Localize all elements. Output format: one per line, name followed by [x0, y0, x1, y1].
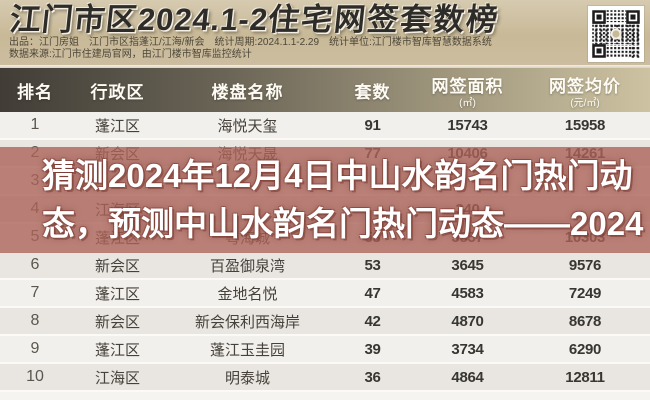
qr-code-icon	[588, 6, 644, 62]
column-header-units: 套数	[354, 82, 391, 102]
property-name-value: 百盈御泉湾	[209, 257, 285, 275]
column-header-area: 网签面积 (㎡)	[431, 76, 504, 109]
column-header-price: 网签均价 (元/㎡)	[549, 76, 621, 109]
units-value: 91	[364, 116, 381, 134]
rank-value: 10	[26, 368, 44, 385]
watermark-line-1: 猜测2024年12月4日中山水韵名门热门动	[42, 157, 633, 194]
watermark-overlay: 猜测2024年12月4日中山水韵名门热门动 态，预测中山水韵名门热门动态——20…	[0, 147, 650, 253]
district-value: 新会区	[94, 313, 140, 331]
price-value: 15958	[564, 116, 606, 134]
property-name-value: 金地名悦	[217, 285, 278, 303]
rank-value: 6	[30, 256, 40, 273]
page-title: 江门市区2024.1-2住宅网签套数榜	[0, 0, 650, 37]
table-header-row: 排名 行政区 楼盘名称 套数 网签面积 (㎡) 网签均价 (元/㎡)	[0, 68, 650, 112]
area-value: 4870	[451, 312, 484, 330]
property-name-value: 蓬江玉圭园	[209, 341, 285, 359]
units-value: 39	[364, 340, 381, 358]
price-value: 6290	[568, 340, 602, 358]
price-value: 7249	[568, 284, 602, 302]
page-title-period: 江门市区2024.1-2	[8, 2, 271, 37]
district-value: 江海区	[94, 369, 140, 387]
price-value: 12811	[565, 368, 605, 386]
rank-value: 9	[30, 340, 40, 357]
area-value: 4583	[451, 284, 484, 302]
units-value: 36	[364, 368, 381, 386]
table-row: 1 蓬江区 海悦天玺 91 15743 15958	[0, 112, 650, 140]
property-name-value: 新会保利西海岸	[194, 313, 300, 331]
area-value: 3734	[451, 340, 484, 358]
watermark-line-2: 态，预测中山水韵名门热门动态——2024	[42, 205, 644, 242]
area-value: 4864	[451, 368, 484, 386]
price-value: 9576	[568, 256, 602, 274]
column-header-name: 楼盘名称	[211, 82, 284, 102]
table-row: 9 蓬江区 蓬江玉圭园 39 3734 6290	[0, 336, 650, 364]
district-value: 蓬江区	[94, 117, 140, 135]
units-value: 42	[364, 312, 381, 330]
area-value: 15743	[447, 116, 488, 134]
banner-divider	[0, 65, 650, 68]
table-row: 10 江海区 明泰城 36 4864 12811	[0, 364, 650, 392]
price-value: 8678	[568, 312, 602, 330]
table-row: 6 新会区 百盈御泉湾 53 3645 9576	[0, 252, 650, 280]
watermark-text: 猜测2024年12月4日中山水韵名门热门动 态，预测中山水韵名门热门动态——20…	[0, 147, 650, 248]
district-value: 新会区	[94, 257, 140, 275]
area-value: 3645	[451, 256, 484, 274]
rank-value: 1	[30, 116, 40, 133]
banner-subline-1: 出品：江门房姐 江门市区指蓬江/江海/新会 统计周期:2024.1.1-2.29…	[9, 37, 492, 48]
page-title-subject: 住宅网签套数榜	[266, 2, 502, 37]
units-value: 47	[364, 284, 381, 302]
units-value: 53	[364, 256, 381, 274]
table-row: 7 蓬江区 金地名悦 47 4583 7249	[0, 280, 650, 308]
bottom-strip	[0, 392, 650, 400]
district-value: 蓬江区	[94, 341, 140, 359]
table-row: 8 新会区 新会保利西海岸 42 4870 8678	[0, 308, 650, 336]
district-value: 蓬江区	[94, 285, 140, 303]
property-name-value: 海悦天玺	[217, 117, 278, 135]
property-name-value: 明泰城	[224, 369, 270, 387]
banner-subline-2: 数据来源:江门市住建局官网，由江门楼市智库监控统计	[9, 49, 252, 60]
column-header-rank: 排名	[17, 82, 53, 102]
column-header-district: 行政区	[90, 82, 145, 102]
rank-value: 7	[30, 284, 40, 301]
rank-value: 8	[30, 312, 40, 329]
banner: 江门市区2024.1-2住宅网签套数榜 出品：江门房姐 江门市区指蓬江/江海/新…	[0, 0, 650, 65]
